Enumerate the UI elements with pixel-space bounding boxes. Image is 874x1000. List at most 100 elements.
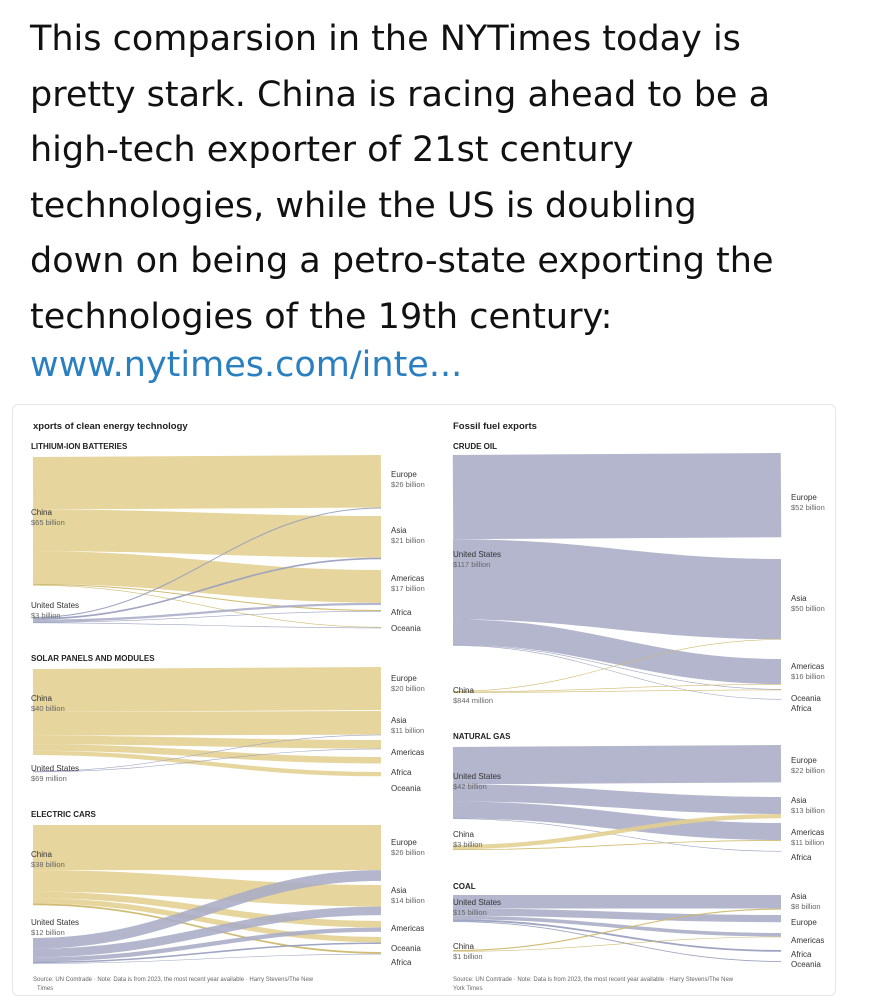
flow-band bbox=[452, 936, 782, 952]
flow-band bbox=[452, 915, 782, 937]
target-label: Oceania bbox=[391, 944, 421, 953]
target-label: Americas bbox=[791, 662, 824, 671]
flow-band bbox=[452, 639, 782, 692]
post-text-line: down on being a petro-state exporting th… bbox=[30, 241, 774, 281]
source-value-label: $42 billion bbox=[453, 782, 487, 791]
footnote: Times bbox=[37, 986, 53, 992]
flow-band bbox=[32, 557, 382, 620]
target-label: Oceania bbox=[791, 694, 821, 703]
target-label: Oceania bbox=[791, 960, 821, 969]
target-label: Africa bbox=[391, 768, 412, 777]
source-label: China bbox=[31, 850, 52, 859]
flow-band bbox=[452, 645, 782, 700]
target-value-label: $17 billion bbox=[391, 584, 425, 593]
target-label: Oceania bbox=[391, 624, 421, 633]
flow-band bbox=[452, 919, 782, 952]
target-label: Asia bbox=[391, 526, 407, 535]
post-text-line: high-tech exporter of 21st century bbox=[30, 130, 634, 170]
flow-band bbox=[452, 908, 782, 923]
flow-band bbox=[32, 735, 382, 749]
source-value-label: $1 billion bbox=[453, 952, 483, 961]
source-label: China bbox=[31, 508, 52, 517]
flow-band bbox=[452, 814, 782, 850]
flow-band bbox=[32, 953, 382, 964]
target-value-label: $50 billion bbox=[791, 604, 825, 613]
flow-band bbox=[452, 644, 782, 690]
target-label: Africa bbox=[391, 608, 412, 617]
source-label: China bbox=[453, 942, 474, 951]
flow-band bbox=[452, 818, 782, 852]
flow-band bbox=[32, 748, 382, 773]
target-value-label: $11 billion bbox=[391, 726, 424, 735]
flow-band bbox=[32, 942, 382, 964]
source-label: United States bbox=[453, 772, 501, 781]
source-label: China bbox=[453, 830, 474, 839]
panel-title: Fossil fuel exports bbox=[453, 421, 537, 432]
target-value-label: $52 billion bbox=[791, 503, 825, 512]
flow-band bbox=[32, 870, 382, 907]
target-label: Asia bbox=[391, 886, 407, 895]
panel-title: xports of clean energy technology bbox=[33, 421, 188, 432]
target-label: Oceania bbox=[391, 784, 421, 793]
footnote: York Times bbox=[453, 986, 482, 992]
source-label: China bbox=[453, 686, 474, 695]
flow-band bbox=[32, 870, 382, 949]
flow-band bbox=[452, 619, 782, 685]
source-value-label: $65 billion bbox=[31, 518, 65, 527]
target-value-label: $26 billion bbox=[391, 848, 425, 857]
target-label: Europe bbox=[791, 756, 817, 765]
article-link[interactable]: www.nytimes.com/inte... bbox=[30, 345, 463, 385]
flow-band bbox=[32, 667, 382, 712]
target-label: Africa bbox=[791, 853, 812, 862]
source-value-label: $12 billion bbox=[31, 928, 65, 937]
flow-band bbox=[32, 927, 382, 962]
source-value-label: $3 billion bbox=[453, 840, 483, 849]
chart-title: ELECTRIC CARS bbox=[31, 810, 97, 819]
target-label: Asia bbox=[791, 594, 807, 603]
target-value-label: $21 billion bbox=[391, 536, 425, 545]
flow-band bbox=[452, 684, 782, 693]
source-value-label: $844 million bbox=[453, 696, 493, 705]
source-value-label: $15 billion bbox=[453, 908, 487, 917]
flow-band bbox=[32, 744, 382, 764]
target-value-label: $16 billion bbox=[791, 672, 825, 681]
source-label: China bbox=[31, 694, 52, 703]
flow-band bbox=[452, 801, 782, 840]
source-label: United States bbox=[453, 898, 501, 907]
target-label: Asia bbox=[391, 716, 407, 725]
source-label: United States bbox=[453, 550, 501, 559]
source-value-label: $3 billion bbox=[31, 611, 61, 620]
target-value-label: $13 billion bbox=[791, 806, 825, 815]
flow-band bbox=[32, 507, 382, 619]
target-label: Europe bbox=[391, 470, 417, 479]
source-value-label: $38 billion bbox=[31, 860, 65, 869]
footnote: Source: UN Comtrade · Note: Data is from… bbox=[453, 977, 734, 983]
target-label: Americas bbox=[791, 828, 824, 837]
flow-band bbox=[32, 584, 382, 628]
flow-band bbox=[32, 583, 382, 612]
source-label: United States bbox=[31, 918, 79, 927]
target-label: Americas bbox=[391, 574, 424, 583]
flow-band bbox=[452, 908, 782, 952]
footnote: Source: UN Comtrade · Note: Data is from… bbox=[33, 977, 314, 983]
post-text-line: pretty stark. China is racing ahead to b… bbox=[30, 74, 771, 115]
flow-band bbox=[32, 551, 382, 603]
target-label: Europe bbox=[791, 493, 817, 502]
flow-band bbox=[452, 745, 782, 785]
target-value-label: $26 billion bbox=[391, 480, 425, 489]
flow-band bbox=[452, 453, 782, 540]
post-text-line: This comparsion in the NYTimes today is bbox=[30, 19, 741, 59]
flow-band bbox=[32, 711, 382, 736]
flow-band bbox=[32, 734, 382, 772]
target-value-label: $14 billion bbox=[391, 896, 425, 905]
flow-band bbox=[32, 906, 382, 958]
target-label: Europe bbox=[791, 918, 817, 927]
target-value-label: $8 billion bbox=[791, 902, 821, 911]
embedded-chart-image[interactable]: xports of clean energy technology Fossil … bbox=[12, 404, 836, 996]
target-value-label: $20 billion bbox=[391, 684, 425, 693]
target-label: Africa bbox=[391, 958, 412, 967]
source-value-label: $40 billion bbox=[31, 704, 65, 713]
flow-band bbox=[452, 689, 782, 693]
target-label: Americas bbox=[391, 748, 424, 757]
target-value-label: $22 billion bbox=[791, 766, 825, 775]
